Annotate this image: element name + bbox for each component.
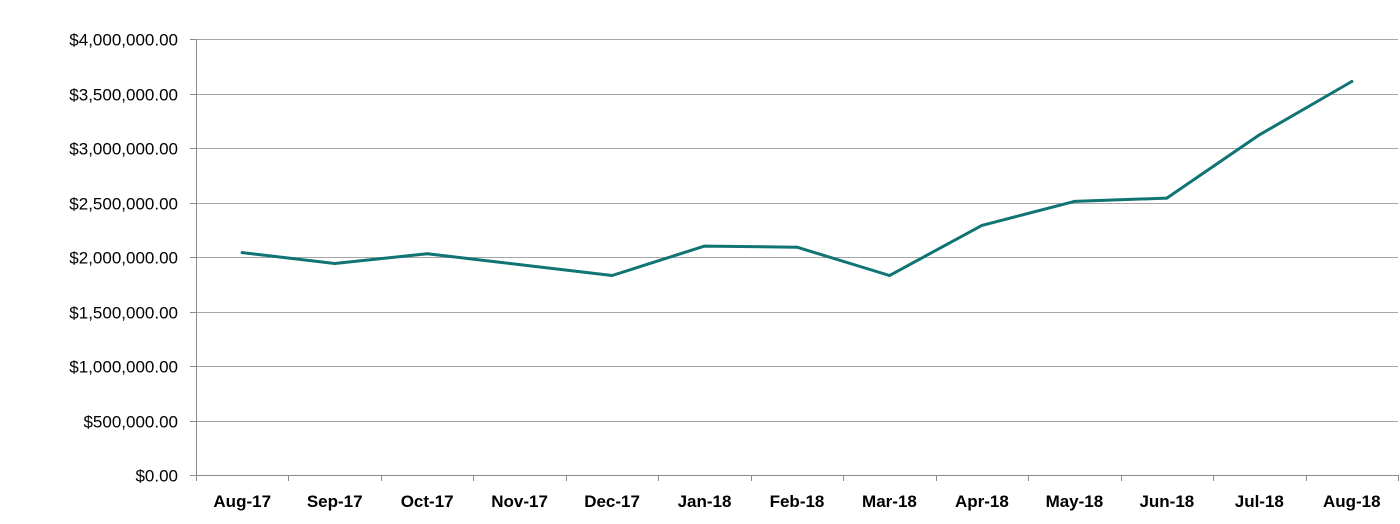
y-tick-label: $2,500,000.00 bbox=[69, 195, 178, 214]
x-tick-label: Jul-18 bbox=[1235, 492, 1284, 511]
y-tick-label: $500,000.00 bbox=[83, 413, 178, 432]
data-point bbox=[518, 263, 522, 267]
data-point bbox=[703, 244, 706, 248]
data-point bbox=[240, 251, 244, 255]
x-tick-label: Apr-18 bbox=[955, 492, 1009, 511]
y-tick-label: $3,000,000.00 bbox=[69, 140, 178, 159]
y-axis-tick-labels: $0.00 $500,000.00 $1,000,000.00 $1,500,000.… bbox=[69, 31, 178, 486]
data-point bbox=[980, 223, 984, 227]
data-point bbox=[795, 245, 799, 249]
data-point bbox=[425, 252, 429, 256]
x-tick-label: May-18 bbox=[1046, 492, 1104, 511]
data-point bbox=[333, 262, 337, 265]
x-axis-tick-labels: Aug-17 Sep-17 Oct-17 Nov-17 Dec-17 Jan-18 Feb-… bbox=[213, 492, 1380, 511]
data-point bbox=[1257, 133, 1261, 137]
gridlines bbox=[190, 39, 1398, 422]
data-point bbox=[888, 274, 891, 277]
x-tick-label: Oct-17 bbox=[401, 492, 454, 511]
x-tick-label: Feb-18 bbox=[770, 492, 825, 511]
data-point bbox=[610, 274, 614, 277]
x-tick-label: Jun-18 bbox=[1139, 492, 1194, 511]
y-tick-label: $3,500,000.00 bbox=[69, 86, 178, 105]
x-tick-label: Aug-18 bbox=[1323, 492, 1381, 511]
x-tick-label: Dec-17 bbox=[584, 492, 640, 511]
axes bbox=[190, 39, 1399, 481]
x-tick-label: Mar-18 bbox=[862, 492, 917, 511]
series-layer bbox=[240, 80, 1354, 277]
data-point bbox=[1165, 196, 1169, 200]
x-tick-label: Nov-17 bbox=[491, 492, 548, 511]
data-point bbox=[1350, 80, 1354, 83]
y-tick-label: $0.00 bbox=[135, 467, 178, 486]
y-tick-label: $4,000,000.00 bbox=[69, 31, 178, 50]
x-tick-label: Sep-17 bbox=[307, 492, 363, 511]
y-tick-label: $2,000,000.00 bbox=[69, 249, 178, 268]
data-point bbox=[1072, 199, 1076, 203]
y-tick-label: $1,500,000.00 bbox=[69, 304, 178, 323]
x-tick-label: Aug-17 bbox=[213, 492, 271, 511]
y-tick-label: $1,000,000.00 bbox=[69, 358, 178, 377]
x-tick-label: Jan-18 bbox=[678, 492, 732, 511]
